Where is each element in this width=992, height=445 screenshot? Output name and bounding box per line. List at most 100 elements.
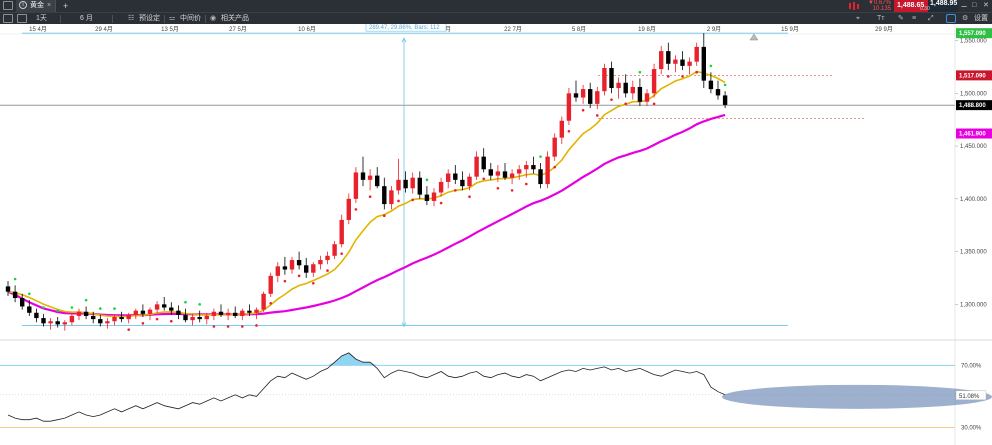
separator: [112, 15, 113, 23]
measure-arrow-down-icon: [401, 322, 407, 328]
candle-body: [318, 260, 323, 265]
rsi-current-label: 51.08%: [959, 394, 980, 400]
candle-body: [367, 175, 373, 180]
sar-dot-down: [525, 182, 528, 186]
candle-body: [453, 173, 458, 180]
sell-price: 1,488.65: [897, 2, 925, 9]
sar-dot-down: [155, 317, 159, 321]
price-tick-label: 1,450.000: [960, 144, 987, 150]
midprice-icon: ⚍: [169, 15, 176, 22]
tab-close-icon[interactable]: ×: [47, 2, 52, 9]
candle-body: [112, 317, 117, 322]
settings-gear-icon[interactable]: ⚙: [962, 15, 969, 22]
sar-dot-up: [28, 292, 31, 296]
candle-body: [566, 93, 572, 121]
draw-icon[interactable]: ✎: [898, 15, 904, 22]
candle-body: [588, 89, 593, 104]
sar-dot-down: [510, 189, 514, 192]
candle-body: [538, 169, 543, 185]
sar-dot-down: [283, 279, 287, 283]
sar-dot-up: [13, 277, 17, 281]
candle-body: [76, 311, 82, 316]
sar-dot-down: [141, 322, 145, 325]
candle-body: [701, 46, 706, 81]
expand-icon[interactable]: ⤢: [928, 15, 934, 22]
candle-icon[interactable]: [17, 14, 27, 23]
midprice-button[interactable]: 中间价: [180, 15, 201, 22]
tab-label: 黄金: [30, 2, 44, 9]
sar-dot-down: [695, 70, 698, 74]
candle-body: [651, 69, 657, 94]
minimize-icon[interactable]: ⚊: [961, 2, 968, 9]
sar-dot-up: [84, 298, 88, 302]
close-icon[interactable]: ✕: [983, 2, 989, 9]
buy-price-button[interactable]: 1,488.95 0.30: [920, 0, 958, 12]
candle-body: [69, 315, 75, 323]
candle-body: [20, 298, 25, 307]
candle-body: [396, 179, 401, 191]
candle-body: [573, 93, 579, 98]
related-eye-icon: ◉: [210, 15, 217, 22]
candle-body: [98, 319, 103, 324]
sar-dot-up: [709, 64, 713, 68]
sell-price-button[interactable]: 1,488.65: [894, 0, 928, 12]
candle-body: [446, 173, 451, 182]
price-tick-label: 1,400.000: [960, 197, 987, 203]
candle-body: [637, 86, 643, 102]
candle-body: [509, 173, 515, 178]
candle-body: [304, 265, 309, 273]
sar-dot-down: [468, 195, 471, 199]
sar-dot-up: [638, 70, 642, 74]
candle-body: [240, 310, 245, 316]
candle-body: [346, 198, 351, 220]
sar-dot-down: [581, 108, 585, 112]
candle-body: [261, 293, 266, 310]
sar-dot-down: [567, 129, 571, 133]
rsi-pane: 70.00% 30.00% 51.08%: [0, 339, 992, 431]
rsi-current-badge-bg: [955, 390, 987, 401]
settings-button[interactable]: 设置: [974, 15, 988, 22]
level-mid-badge-bg: [956, 70, 992, 81]
layers-icon[interactable]: ≡: [912, 15, 917, 22]
candle-body: [580, 89, 586, 98]
bars-icon[interactable]: [3, 14, 13, 23]
candle-body: [474, 156, 479, 177]
candle-body: [12, 291, 18, 299]
current-price-badge: 1,488.800: [959, 103, 986, 109]
candle-body: [438, 181, 444, 193]
price-tick-label: 1,500.000: [960, 91, 987, 97]
candle-body: [623, 82, 628, 94]
rsi-overbought-fill: [327, 352, 378, 366]
price-tick-label: 1,550.000: [960, 39, 987, 45]
candle-body: [296, 260, 302, 266]
related-products-button[interactable]: 相关产品: [221, 15, 249, 22]
candle-body: [552, 137, 557, 157]
sar-dot-down: [127, 328, 130, 331]
timeframe-select[interactable]: 1天: [36, 15, 47, 22]
period-select[interactable]: 6 月: [80, 15, 93, 22]
candle-body: [353, 172, 359, 199]
ema-long-line: [7, 113, 726, 317]
spread-value: 0.30: [920, 6, 930, 12]
crosshair-icon[interactable]: ⌖: [856, 15, 860, 22]
highlight-ellipse: [722, 384, 992, 409]
candle-body: [162, 304, 167, 308]
add-tab-button[interactable]: +: [63, 1, 69, 11]
tab-gold[interactable]: i 黄金 ×: [16, 0, 56, 12]
price-tick-label: 1,350.000: [960, 250, 987, 256]
panel-toggle-icon[interactable]: [3, 1, 13, 10]
font-icon[interactable]: Tт: [877, 15, 885, 22]
maximize-icon[interactable]: □: [972, 2, 977, 9]
x-tick-label: 13 5月: [161, 26, 179, 33]
preset-button[interactable]: 预设定: [139, 15, 160, 22]
sar-dot-down: [383, 214, 386, 218]
candle-body: [41, 318, 46, 324]
measure-arrow-up-icon: [401, 37, 407, 43]
measure-tool[interactable]: 289.47, 29.86%, Bars: 112: [365, 24, 759, 328]
active-mode-icon[interactable]: [946, 14, 956, 23]
price-axis: 1,300.000 1,350.000 1,400.000 1,450.000 1,50…: [954, 24, 992, 445]
chart-icon[interactable]: [845, 0, 863, 12]
sar-dot-down: [454, 189, 457, 192]
alert-marker-icon[interactable]: [749, 33, 759, 41]
